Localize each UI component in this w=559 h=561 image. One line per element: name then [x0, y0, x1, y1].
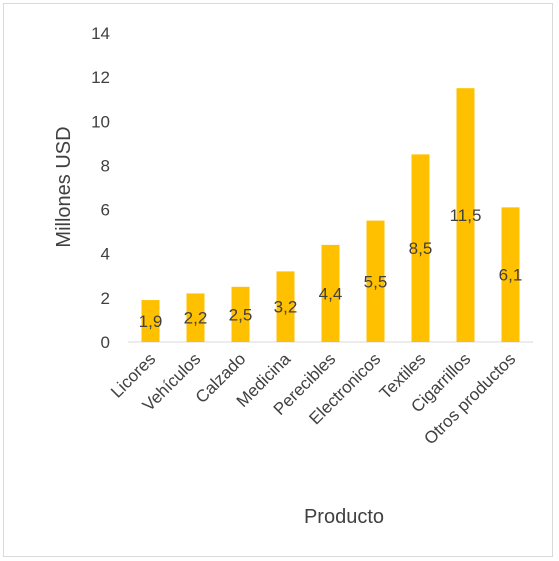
y-tick-label: 2 — [101, 289, 110, 308]
y-tick-label: 4 — [101, 245, 110, 264]
bar — [411, 154, 430, 342]
y-tick-label: 12 — [91, 68, 110, 87]
data-label: 4,4 — [319, 284, 343, 303]
y-tick-label: 10 — [91, 112, 110, 131]
bar — [456, 88, 475, 342]
y-tick-label: 14 — [91, 24, 110, 43]
x-axis-title: Producto — [304, 506, 384, 528]
bar — [141, 300, 160, 342]
y-tick-label: 6 — [101, 201, 110, 220]
y-axis-ticks: 0 2 4 6 8 10 12 14 — [91, 24, 110, 352]
data-label: 6,1 — [499, 266, 523, 285]
y-tick-label: 8 — [101, 156, 110, 175]
data-label: 11,5 — [450, 206, 482, 225]
bar — [276, 271, 295, 342]
bar — [366, 220, 385, 342]
data-labels: 1,9 2,2 2,5 3,2 4,4 5,5 8,5 11,5 6,1 — [139, 206, 523, 331]
data-label: 2,2 — [184, 309, 208, 328]
category-labels: LicoresVehículosCalzadoMedicinaPerecible… — [107, 349, 519, 448]
data-label: 2,5 — [229, 305, 253, 324]
data-label: 5,5 — [364, 272, 388, 291]
y-axis-title: Millones USD — [53, 126, 75, 247]
data-label: 8,5 — [409, 239, 433, 258]
data-label: 3,2 — [274, 298, 298, 317]
bar — [501, 207, 520, 342]
data-label: 1,9 — [139, 312, 163, 331]
bar — [321, 244, 340, 342]
bar — [231, 286, 250, 342]
y-tick-label: 0 — [101, 333, 110, 352]
bar — [186, 293, 205, 342]
bars — [141, 88, 520, 342]
